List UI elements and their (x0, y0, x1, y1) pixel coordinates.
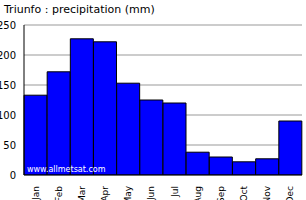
svg-text:250: 250 (8, 20, 16, 31)
svg-text:Jun: Jun (146, 186, 156, 200)
svg-text:200: 200 (8, 50, 16, 61)
svg-text:Jul: Jul (170, 186, 180, 198)
svg-text:Sep: Sep (216, 186, 226, 200)
svg-text:Nov: Nov (262, 185, 272, 200)
svg-text:May: May (123, 185, 133, 200)
svg-text:Apr: Apr (100, 186, 110, 200)
html-text:Triunfo : precipitation (mm): Triunfo : precipitation (mm) (4, 3, 155, 16)
svg-text:Jan: Jan (31, 186, 41, 200)
svg-text:Feb: Feb (54, 186, 64, 200)
svg-text:Mar: Mar (77, 186, 87, 200)
svg-text:Aug: Aug (193, 186, 203, 200)
svg-text:100: 100 (8, 110, 16, 121)
svg-text:Oct: Oct (239, 186, 249, 200)
svg-text:150: 150 (8, 80, 16, 91)
svg-text:Dec: Dec (285, 186, 295, 200)
svg-text:50: 50 (8, 140, 16, 151)
html-text:www.allmetsat.com: www.allmetsat.com (27, 165, 106, 174)
svg-text:0: 0 (10, 170, 16, 181)
